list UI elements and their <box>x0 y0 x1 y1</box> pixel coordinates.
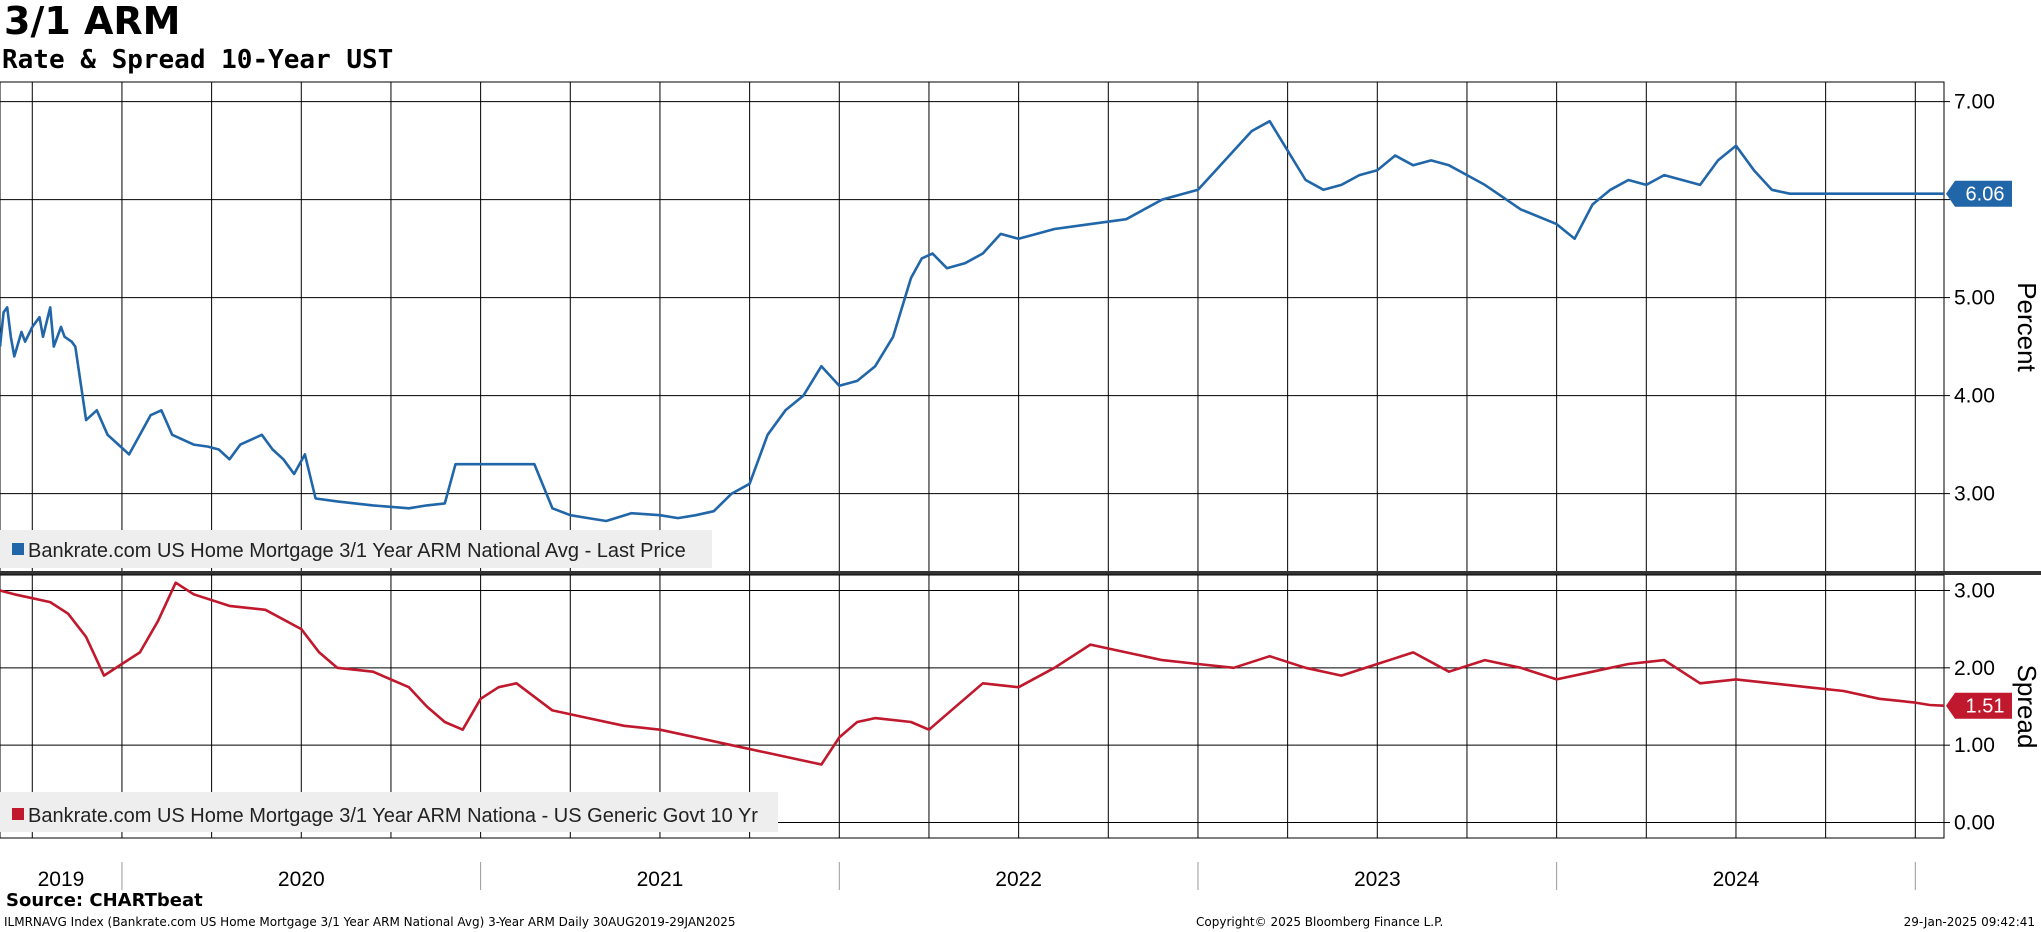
x-tick-label: 2021 <box>637 868 684 891</box>
rate-plot-frame <box>0 81 1945 573</box>
rate-last-value-marker <box>1946 180 2012 207</box>
spread-legend-box <box>0 792 778 832</box>
spread-y-tick-label: 3.00 <box>1954 579 1995 602</box>
rate-grid <box>0 82 1944 572</box>
index-description: ILMRNAVG Index (Bankrate.com US Home Mor… <box>4 915 736 929</box>
spread-last-value-tag: 1.51 <box>1946 692 2012 719</box>
chart-title: 3/1 ARM <box>4 0 181 43</box>
rate-y-tick-label: 3.00 <box>1954 483 1995 506</box>
rate-y-tick-label: 7.00 <box>1954 91 1995 114</box>
spread-y-tick-label: 0.00 <box>1954 812 1995 835</box>
spread-legend-label: Bankrate.com US Home Mortgage 3/1 Year A… <box>28 805 758 827</box>
spread-y-axis: 0.00 1.00 2.00 3.00 <box>1944 579 1995 835</box>
x-tick-label: 2023 <box>1354 868 1401 891</box>
rate-legend-swatch <box>12 543 24 555</box>
rate-y-tick-label: 5.00 <box>1954 287 1995 310</box>
spread-legend: Bankrate.com US Home Mortgage 3/1 Year A… <box>0 792 778 832</box>
rate-y-axis: 3.004.005.006.007.00 <box>1944 91 1995 506</box>
chart-subtitle: Rate & Spread 10-Year UST <box>2 45 394 75</box>
spread-panel: 0.00 1.00 2.00 3.00 Bankrate.com US Home Mo… <box>0 574 2041 839</box>
spread-grid <box>0 575 1944 838</box>
spread-y-tick-label: 1.00 <box>1954 734 1995 757</box>
x-tick-label: 2019 <box>38 868 85 891</box>
source-note: Source: CHARTbeat <box>6 890 203 911</box>
rate-last-value-tag: 6.06 <box>1946 180 2012 207</box>
spread-series-line <box>0 581 1945 766</box>
x-axis: 2019 2020 2021 2022 2023 2024 <box>0 837 1944 891</box>
x-tick-label: 2022 <box>995 868 1042 891</box>
spread-y-tick-label: 2.00 <box>1954 657 1995 680</box>
timestamp: 29-Jan-2025 09:42:41 <box>1903 915 2035 929</box>
rate-panel: 3.004.005.006.007.00 Bankrate.com US Hom… <box>0 81 2041 573</box>
rate-y-tick-label: 4.00 <box>1954 385 1995 408</box>
rate-legend-box <box>0 530 712 568</box>
spread-last-value: 1.51 <box>1966 696 2005 718</box>
rate-legend: Bankrate.com US Home Mortgage 3/1 Year A… <box>0 530 712 568</box>
spread-legend-swatch <box>12 808 24 820</box>
rate-last-value: 6.06 <box>1966 184 2005 206</box>
x-tick-label: 2020 <box>278 868 325 891</box>
panel-divider <box>0 571 2041 575</box>
x-tick-label: 2024 <box>1713 868 1760 891</box>
rate-series-line <box>0 119 1944 523</box>
rate-y-axis-label: Percent <box>2012 282 2041 372</box>
copyright-note: Copyright© 2025 Bloomberg Finance L.P. <box>1196 915 1444 929</box>
spread-y-axis-label: Spread <box>2012 665 2041 749</box>
rate-legend-label: Bankrate.com US Home Mortgage 3/1 Year A… <box>28 540 686 562</box>
spread-last-value-marker <box>1946 692 2012 719</box>
